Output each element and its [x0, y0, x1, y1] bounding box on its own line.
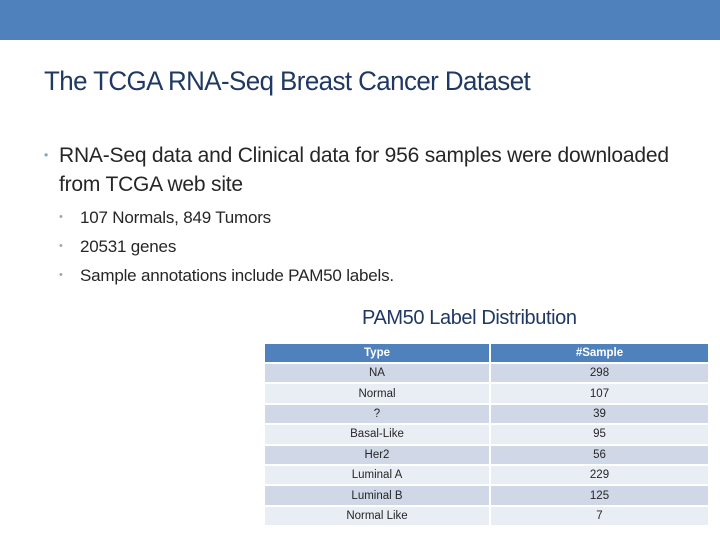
bullet-dot-icon: • [59, 211, 63, 223]
sub-bullet-text: 20531 genes [80, 237, 177, 256]
bullet-list: • RNA-Seq data and Clinical data for 956… [44, 141, 684, 290]
cell-count: 298 [491, 364, 708, 385]
cell-type: Normal [265, 384, 489, 405]
table-row: Her2 56 [265, 445, 708, 466]
cell-count: 125 [491, 486, 708, 507]
sub-bullet-annotations: • Sample annotations include PAM50 label… [59, 261, 684, 290]
sub-bullet-list: • 107 Normals, 849 Tumors • 20531 genes … [44, 203, 684, 290]
top-accent-bar [0, 0, 720, 40]
table-title: PAM50 Label Distribution [362, 307, 577, 329]
cell-type: Luminal B [265, 486, 489, 507]
sub-bullet-normals-tumors: • 107 Normals, 849 Tumors [59, 203, 684, 232]
cell-type: ? [265, 404, 489, 426]
cell-type: Luminal A [265, 465, 489, 487]
slide-title: The TCGA RNA-Seq Breast Cancer Dataset [44, 66, 531, 96]
header-sample-count: #Sample [491, 344, 708, 364]
cell-count: 229 [491, 465, 708, 487]
bullet-dot-icon: • [59, 269, 63, 281]
table-row: Basal-Like 95 [265, 425, 708, 446]
table-row: Luminal A 229 [265, 465, 708, 487]
table-row: Normal Like 7 [265, 506, 708, 528]
cell-count: 39 [491, 404, 708, 426]
cell-type: Basal-Like [265, 425, 489, 446]
table-row: Normal 107 [265, 384, 708, 405]
cell-type: NA [265, 364, 489, 385]
table-row: ? 39 [265, 404, 708, 426]
cell-count: 7 [491, 506, 708, 528]
cell-count: 56 [491, 445, 708, 466]
bullet-dot-icon: • [44, 148, 49, 162]
table-row: NA 298 [265, 364, 708, 385]
pam50-distribution-table: Type #Sample NA 298 Normal 107 ? 39 Basa… [263, 344, 710, 528]
bullet-dot-icon: • [59, 240, 63, 252]
cell-type: Normal Like [265, 506, 489, 528]
sub-bullet-text: Sample annotations include PAM50 labels. [80, 266, 394, 285]
cell-count: 95 [491, 425, 708, 446]
bullet-main: • RNA-Seq data and Clinical data for 956… [44, 141, 684, 199]
cell-type: Her2 [265, 445, 489, 466]
cell-count: 107 [491, 384, 708, 405]
bullet-main-text: RNA-Seq data and Clinical data for 956 s… [59, 144, 669, 196]
sub-bullet-text: 107 Normals, 849 Tumors [80, 208, 271, 227]
table-header-row: Type #Sample [265, 344, 708, 364]
sub-bullet-genes: • 20531 genes [59, 232, 684, 261]
table-row: Luminal B 125 [265, 486, 708, 507]
header-type: Type [265, 344, 489, 364]
